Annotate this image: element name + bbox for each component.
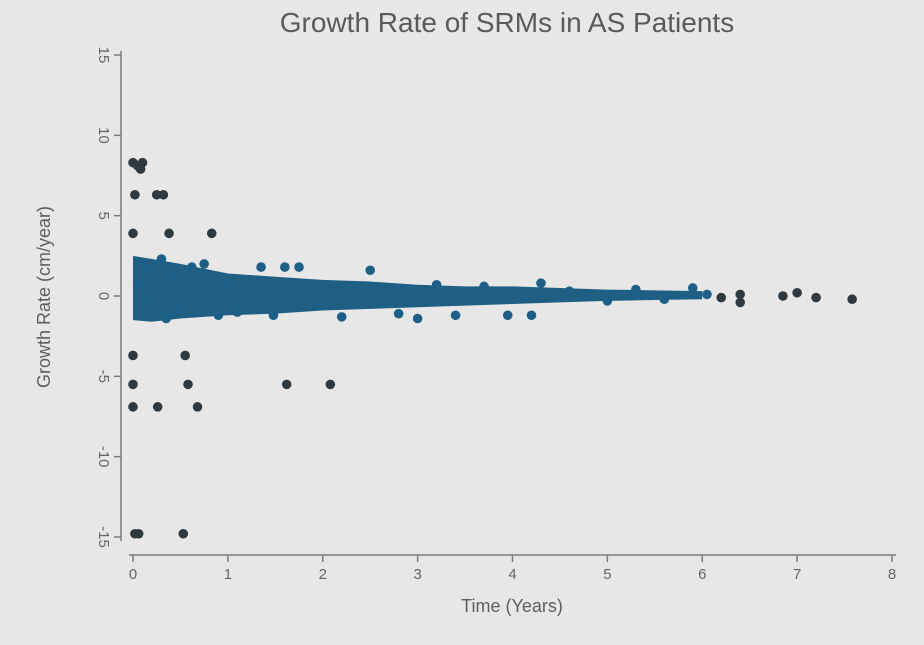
data-point: [145, 265, 155, 276]
data-point: [161, 313, 172, 324]
data-point: [294, 262, 304, 272]
data-point: [256, 262, 266, 272]
data-point: [199, 259, 209, 269]
data-point: [223, 281, 233, 292]
chart-title: Growth Rate of SRMs in AS Patients: [280, 7, 734, 38]
data-point: [811, 292, 821, 303]
x-tick-label: 0: [129, 566, 137, 583]
data-point: [450, 310, 461, 321]
data-point: [192, 402, 203, 412]
data-point: [156, 254, 167, 264]
data-point: [139, 297, 150, 308]
data-point: [128, 350, 138, 361]
data-point: [431, 279, 442, 290]
y-tick-label: 10: [95, 127, 112, 144]
data-point: [128, 228, 138, 239]
data-point: [183, 379, 193, 390]
x-tick-label: 3: [413, 566, 421, 583]
dense-cluster: [133, 255, 703, 322]
data-point: [152, 402, 163, 412]
data-point: [336, 312, 347, 322]
data-point: [178, 528, 189, 539]
data-point: [128, 379, 138, 390]
data-point: [602, 296, 613, 306]
y-tick-label: 5: [95, 211, 112, 219]
data-point: [847, 294, 857, 305]
data-point: [393, 308, 404, 319]
x-tick-label: 5: [603, 566, 611, 583]
x-tick-label: 8: [888, 566, 896, 583]
data-point: [687, 283, 698, 293]
y-tick-label: -15: [95, 526, 112, 548]
data-point: [128, 402, 138, 412]
data-point: [792, 287, 802, 298]
data-point: [213, 310, 224, 321]
x-tick-label: 2: [319, 566, 327, 583]
y-tick-label: -10: [95, 446, 112, 468]
data-point: [180, 350, 190, 361]
data-point: [158, 189, 169, 200]
data-point: [659, 294, 670, 305]
data-points: [128, 157, 857, 539]
data-point: [325, 379, 336, 390]
data-point: [526, 310, 537, 321]
data-point: [735, 297, 745, 308]
data-point: [735, 289, 745, 300]
data-point: [536, 278, 546, 288]
data-point: [280, 262, 290, 272]
axes: 0 1 2 3 4 5 6 7 8 -15 -10 -5 0 5 10 15: [95, 47, 896, 583]
y-tick-label: 15: [95, 47, 112, 64]
data-point: [412, 313, 423, 324]
data-point: [206, 228, 217, 239]
data-point: [281, 379, 292, 390]
data-point: [268, 310, 279, 321]
x-tick-label: 6: [698, 566, 706, 583]
data-point: [716, 292, 727, 303]
data-point: [151, 189, 162, 200]
data-point: [502, 310, 513, 321]
data-point: [631, 284, 641, 295]
cluster-band: [133, 255, 703, 322]
x-tick-label: 4: [508, 566, 516, 583]
data-point: [564, 286, 575, 296]
data-point: [132, 278, 143, 288]
data-point: [168, 273, 178, 284]
y-tick-label: 0: [95, 292, 112, 300]
x-tick-label: 1: [224, 566, 232, 583]
y-tick-label: -5: [95, 370, 112, 383]
x-tick-label: 7: [793, 566, 801, 583]
data-point: [130, 189, 140, 200]
y-axis-label: Growth Rate (cm/year): [34, 206, 54, 388]
data-point: [479, 281, 489, 292]
data-point: [187, 262, 197, 272]
data-point: [232, 307, 243, 317]
data-point: [133, 528, 144, 539]
data-point: [137, 157, 148, 168]
data-point: [702, 289, 712, 300]
data-point: [365, 265, 375, 276]
data-point: [164, 228, 174, 239]
data-point: [175, 305, 186, 316]
data-point: [778, 291, 788, 301]
x-axis-label: Time (Years): [461, 596, 563, 616]
